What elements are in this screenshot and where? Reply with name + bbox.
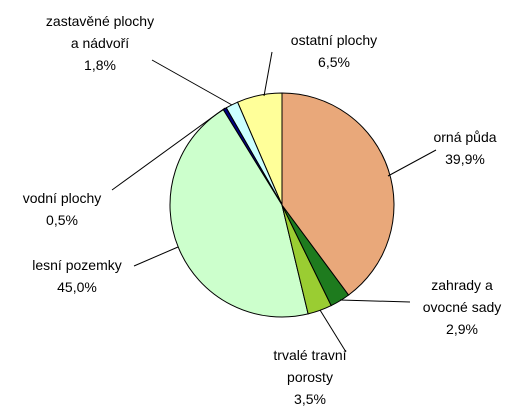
slice-label: trvalé travní porosty 3,5% [260,344,360,410]
pie-slice [281,92,395,296]
category-label: trvalé travní porosty [273,347,347,385]
category-label: zahrady a ovocné sady [422,277,502,315]
leader-line [319,309,347,353]
category-label: orná půda [433,129,497,145]
value-label: 2,9% [446,321,478,337]
slice-label: lesní pozemky 45,0% [17,254,137,298]
slice-label: vodní plochy 0,5% [2,187,122,231]
category-label: zastavěné plochy a nádvoří [45,13,155,51]
leader-lines [111,51,437,353]
value-label: 6,5% [318,54,350,70]
pie-slice [169,108,309,318]
category-label: vodní plochy [22,190,102,206]
value-label: 3,5% [294,391,326,407]
leader-line [151,59,233,106]
value-label: 45,0% [57,279,97,295]
leader-line [133,246,179,267]
slice-label: ostatní plochy 6,5% [264,29,404,73]
value-label: 39,9% [445,151,485,167]
slice-label: zastavěné plochy a nádvoří 1,8% [45,10,155,76]
leader-line [339,299,411,303]
slice-label: orná půda 39,9% [420,126,510,170]
category-label: ostatní plochy [290,32,378,48]
value-label: 0,5% [46,212,78,228]
leader-line [387,149,437,177]
category-label: lesní pozemky [32,257,122,273]
value-label: 1,8% [84,57,116,73]
slice-label: zahrady a ovocné sady 2,9% [407,274,517,340]
leader-line [111,107,226,191]
leader-line [263,51,273,97]
